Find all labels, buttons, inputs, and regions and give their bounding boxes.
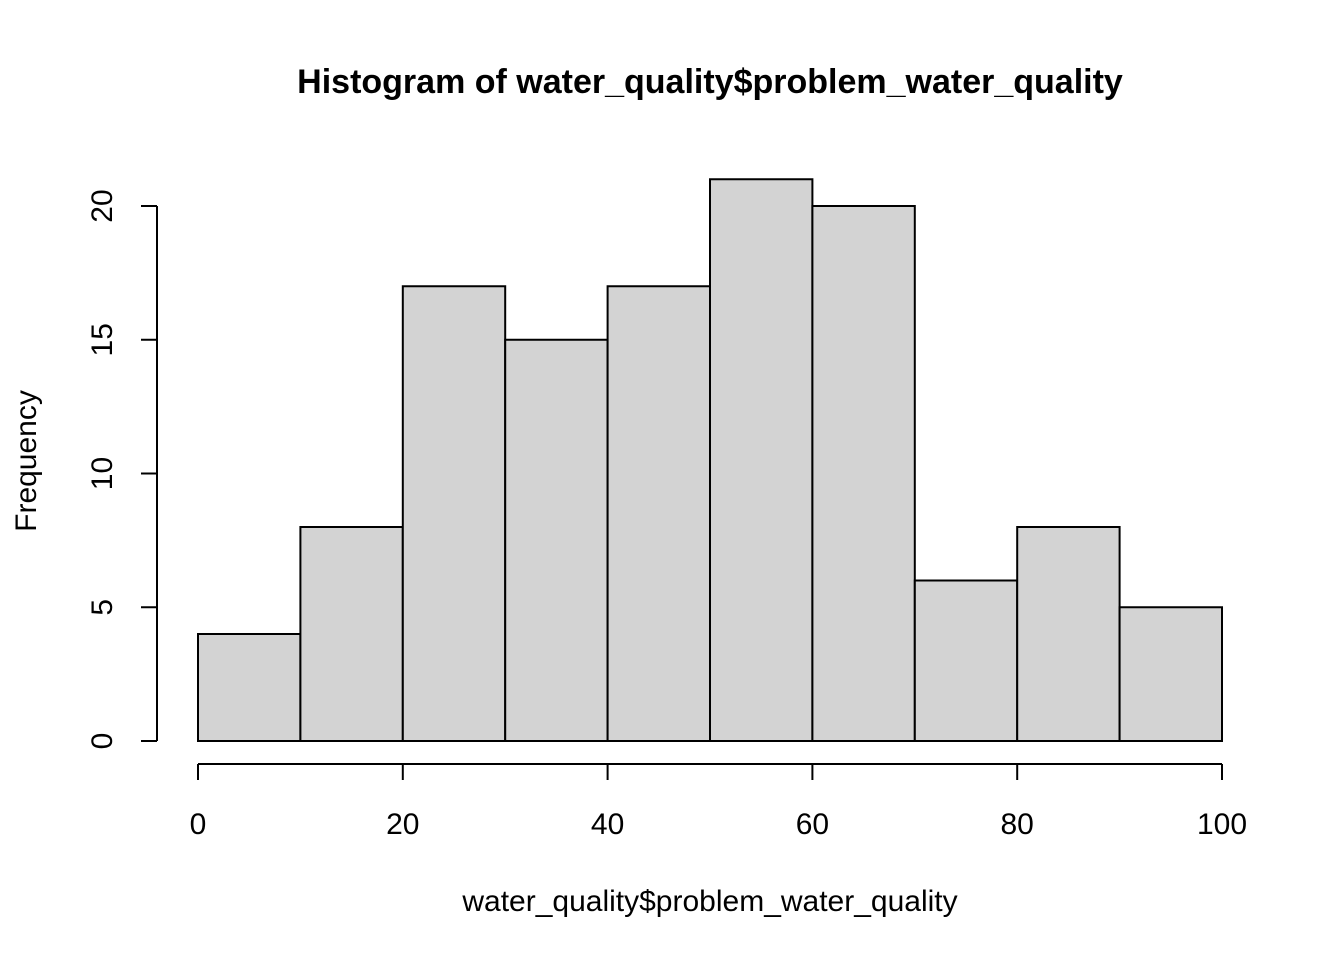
y-axis-label: Frequency: [10, 390, 43, 532]
histogram-bar-10-20: [299, 526, 404, 742]
x-tick-label-20: 20: [386, 808, 419, 841]
histogram-bar-90-100: [1118, 606, 1223, 742]
histogram-bar-80-90: [1016, 526, 1121, 742]
histogram-bar-0-10: [197, 633, 302, 742]
y-tick-label-5: 5: [86, 599, 119, 616]
chart-title: Histogram of water_quality$problem_water…: [297, 63, 1123, 101]
histogram-bar-60-70: [811, 205, 916, 742]
y-tick-label-20: 20: [86, 189, 119, 222]
y-tick-label-10: 10: [86, 457, 119, 490]
y-tick-label-15: 15: [86, 323, 119, 356]
y-tick-label-0: 0: [86, 733, 119, 750]
histogram-bar-70-80: [913, 579, 1019, 742]
x-tick-label-100: 100: [1197, 808, 1247, 841]
x-axis-label: water_quality$problem_water_quality: [461, 885, 957, 918]
histogram-bar-40-50: [606, 285, 711, 742]
histogram-bar-20-30: [401, 285, 507, 742]
x-axis: 0 20 40 60 80 100: [190, 763, 1247, 841]
y-axis: 0 5 10 15 20: [86, 189, 158, 750]
x-tick-label-60: 60: [796, 808, 829, 841]
bars-group: [197, 178, 1223, 742]
histogram-bar-50-60: [709, 178, 814, 742]
x-tick-label-80: 80: [1001, 808, 1034, 841]
histogram-bar-30-40: [504, 338, 609, 742]
x-tick-label-40: 40: [591, 808, 624, 841]
x-tick-label-0: 0: [190, 808, 207, 841]
